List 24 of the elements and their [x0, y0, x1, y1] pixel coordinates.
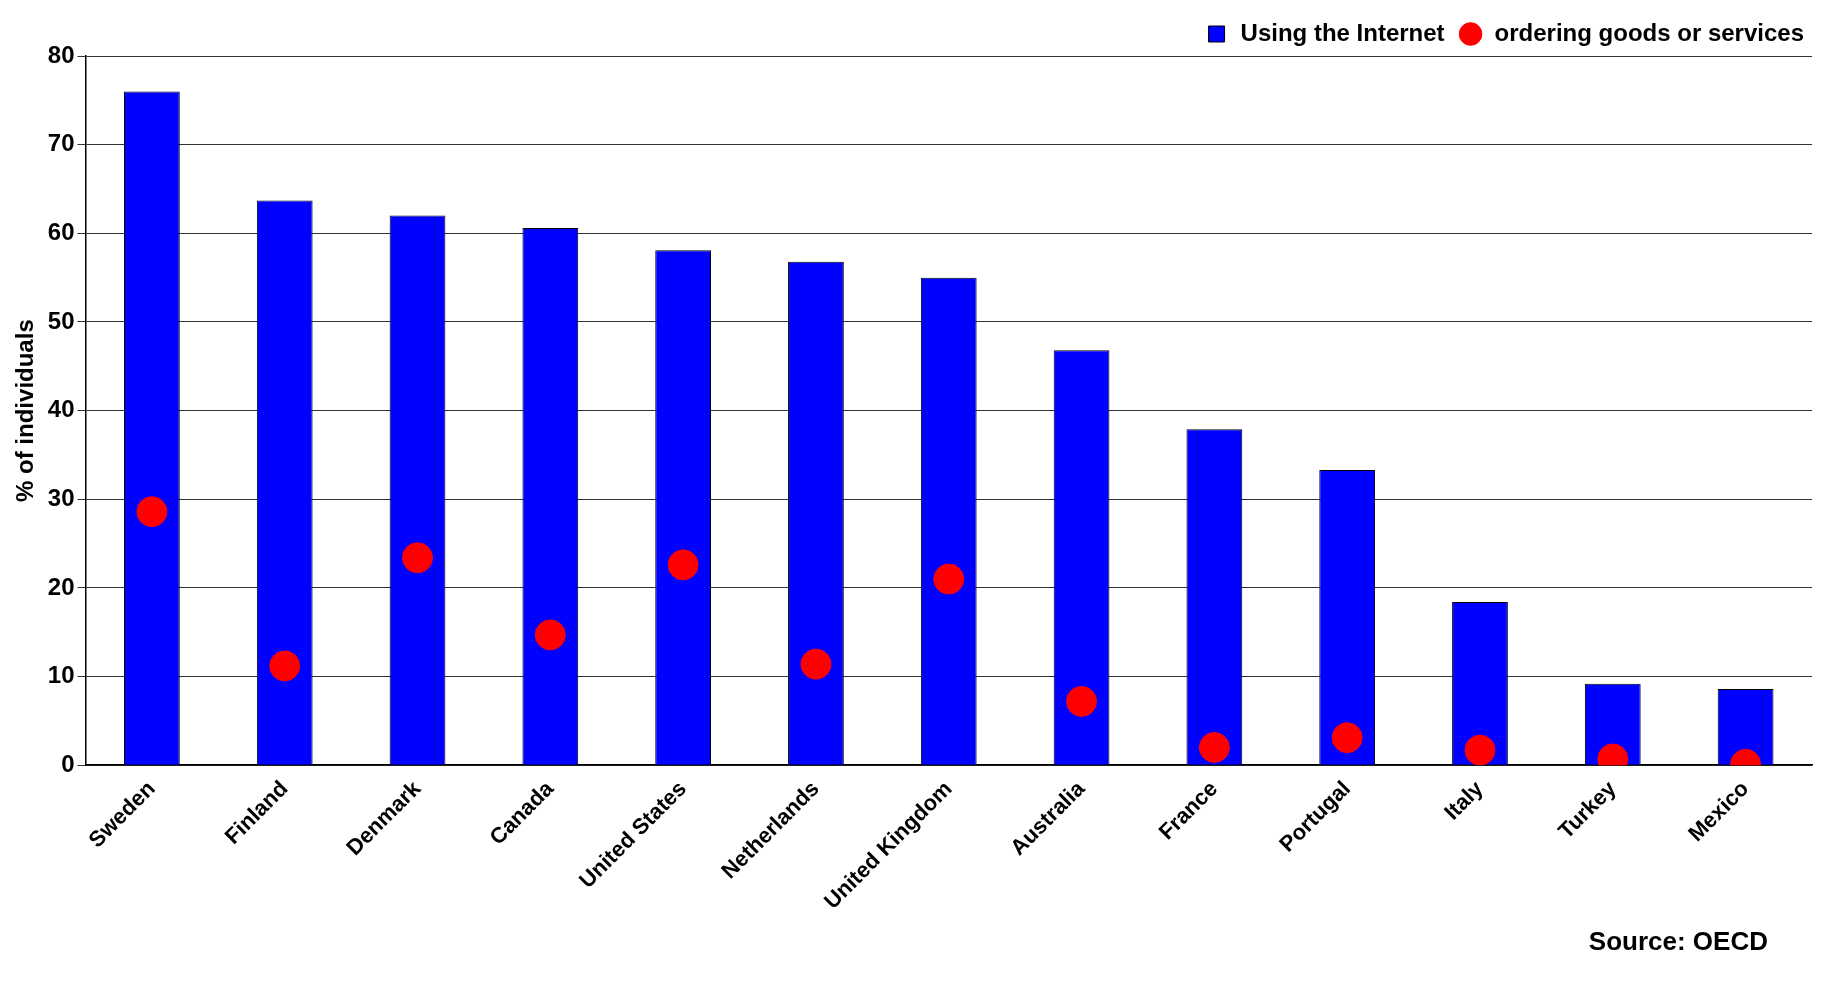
y-tick-label: 60 [47, 217, 75, 245]
point [667, 549, 699, 581]
y-tick-label: 10 [47, 661, 75, 689]
point [1331, 722, 1363, 754]
point [534, 619, 566, 651]
y-tick-label: 50 [47, 306, 75, 334]
y-tick-label: 20 [47, 572, 75, 600]
point [136, 496, 168, 528]
point [269, 650, 301, 682]
source-note: Source: OECD [1588, 926, 1768, 957]
y-tick-label: 0 [61, 749, 75, 777]
y-axis-title: % of individuals [11, 319, 39, 502]
point [933, 563, 965, 595]
point [1198, 731, 1230, 763]
point [1066, 685, 1098, 717]
y-tick-label: 40 [47, 395, 75, 423]
y-tick-label: 30 [47, 483, 75, 511]
legend-label: Using the Internet [1240, 18, 1445, 46]
point [402, 542, 434, 574]
y-tick-label: 70 [47, 129, 75, 157]
legend-label: ordering goods or services [1494, 18, 1804, 46]
y-tick-label: 80 [47, 40, 75, 68]
point [800, 648, 832, 680]
point [1464, 734, 1496, 766]
